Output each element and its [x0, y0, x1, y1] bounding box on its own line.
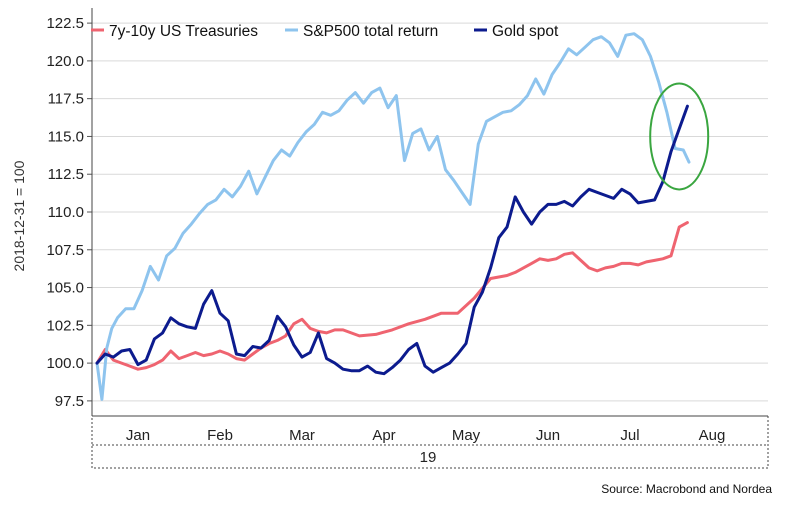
year-label: 19 [420, 449, 437, 466]
highlight-ellipse [649, 82, 710, 191]
y-axis: 122.5 120.0 117.5 115.0 112.5 110.0 107.5 105.0… [46, 8, 93, 416]
series-line [95, 104, 689, 376]
x-tick-label: Feb [207, 427, 233, 444]
series-group [95, 32, 691, 401]
x-tick-label: May [452, 427, 481, 444]
grid [92, 22, 768, 402]
x-tick-label: Apr [372, 427, 395, 444]
legend-label: 7y-10y US Treasuries [109, 23, 258, 40]
y-tick-label: 110.0 [48, 204, 84, 221]
y-tick-label: 112.5 [48, 166, 84, 183]
series-line [95, 221, 689, 371]
y-axis-label: 2018-12-31 = 100 [11, 160, 27, 271]
x-tick-label: Mar [289, 427, 315, 444]
legend: 7y-10y US Treasuries S&P500 total return G… [91, 23, 559, 40]
x-axis: Jan Feb Mar Apr May Jun Jul Aug [91, 415, 769, 469]
x-tick-label: Jul [620, 427, 639, 444]
y-tick-label: 97.5 [55, 393, 84, 410]
y-tick-label: 117.5 [48, 91, 84, 108]
y-tick-label: 115.0 [48, 128, 84, 145]
legend-label: Gold spot [492, 23, 559, 40]
source-note: Source: Macrobond and Nordea [601, 482, 772, 496]
y-tick-label: 100.0 [46, 355, 84, 372]
x-axis-box [91, 415, 769, 469]
y-tick-label: 102.5 [46, 317, 84, 334]
x-tick-label: Aug [699, 427, 726, 444]
y-tick-label: 107.5 [46, 242, 84, 259]
x-tick-label: Jun [536, 427, 560, 444]
legend-label: S&P500 total return [303, 23, 438, 40]
x-tick-label: Jan [126, 427, 150, 444]
y-tick-label: 120.0 [46, 53, 84, 70]
series-line [95, 32, 691, 401]
y-tick-label: 105.0 [46, 280, 84, 297]
highlight-group [649, 82, 710, 191]
y-tick-label: 122.5 [46, 15, 84, 32]
